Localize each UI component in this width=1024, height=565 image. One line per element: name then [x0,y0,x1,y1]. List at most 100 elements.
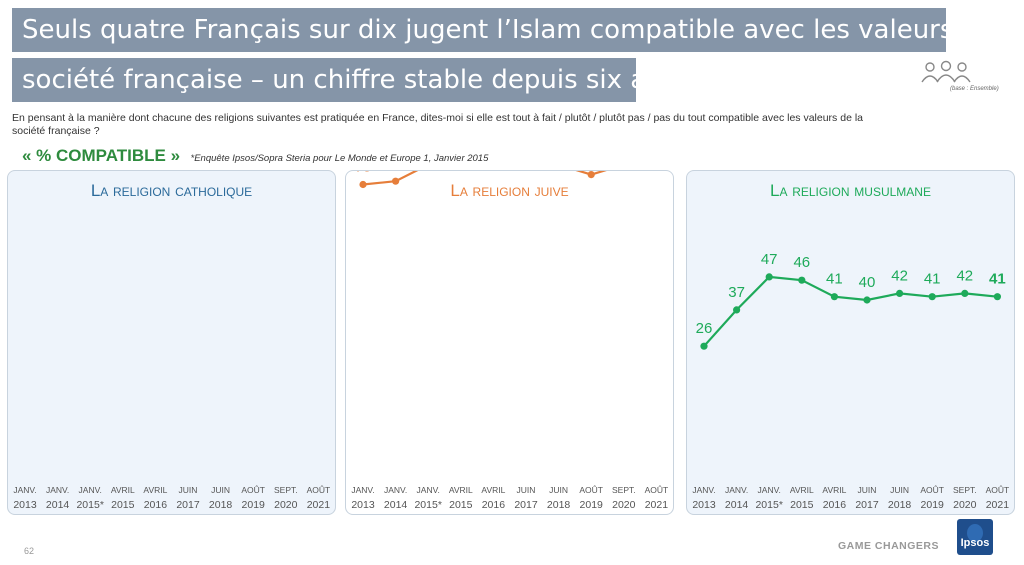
x-tick-month: AVRIL [143,485,167,495]
x-tick-month: AVRIL [822,485,846,495]
x-tick-year: 2014 [725,499,749,511]
people-group-icon [921,60,971,83]
x-tick-year: 2020 [953,499,977,511]
x-tick-year: 2015 [449,499,473,511]
source-note: *Enquête Ipsos/Sopra Steria pour Le Mond… [190,153,489,164]
x-tick-year: 2019 [921,499,945,511]
data-point [700,342,708,350]
x-tick-year: 2014 [46,499,70,511]
x-tick-year: 2021 [307,499,331,511]
x-tick-year: 2015 [790,499,814,511]
data-point [863,296,871,304]
data-point [392,177,400,185]
x-tick-month: JANV. [725,485,748,495]
data-label: 41 [989,271,1006,288]
data-label: 26 [696,320,713,337]
x-tick-month: AOÛT [241,485,265,495]
x-tick-month: AOÛT [920,485,944,495]
data-point [798,276,806,284]
data-label: 41 [826,271,843,288]
survey-question: En pensant à la manière dont chacune des… [12,112,863,137]
title-line-1: Seuls quatre Français sur dix jugent l’I… [12,8,1024,52]
x-tick-year: 2017 [176,499,200,511]
x-tick-year: 2018 [209,499,233,511]
page-number: 62 [24,546,35,556]
data-label: 75 [355,171,372,176]
x-tick-year: 2017 [514,499,538,511]
x-tick-year: 2016 [482,499,506,511]
x-tick-year: 2021 [986,499,1010,511]
x-tick-year: 2019 [580,499,604,511]
x-tick-year: 2017 [855,499,879,511]
x-tick-month: SEPT. [612,485,636,495]
x-tick-month: JANV. [692,485,715,495]
chart-muslim: 26 JANV. 2013 37 JANV. 2014 47 JANV. 2015* 46 AVRI… [692,251,1010,511]
x-tick-year: 2013 [351,499,375,511]
x-tick-month: SEPT. [274,485,298,495]
chart-jewish: 75JANV.201376JANV.201481JANV.2015*85AVRI… [351,171,669,511]
x-tick-month: JUIN [858,485,877,495]
data-label: 42 [891,267,908,284]
x-tick-year: 2020 [612,499,636,511]
chart-panel-muslim: La religion musulmane 26 JANV. 2013 37 JANV.… [686,170,1015,515]
tagline: GAME CHANGERS [838,540,940,552]
logo-text: Ipsos [961,537,990,549]
x-tick-month: JANV. [758,485,781,495]
x-tick-month: AVRIL [481,485,505,495]
chart-catholic: 89JANV.201391JANV.201493JANV.2015*94AVRI… [13,485,331,511]
x-tick-month: JUIN [890,485,909,495]
x-tick-year: 2015* [755,499,782,511]
chart-panel-jewish: La religion juive 75 JANV. 2013 76 JANV. 2014… [345,170,674,515]
compat-line: « % COMPATIBLE » *Enquête Ipsos/Sopra St… [22,146,488,166]
compat-label: « % COMPATIBLE » [22,146,181,165]
x-tick-year: 2018 [547,499,571,511]
x-tick-year: 2018 [888,499,912,511]
x-tick-year: 2015* [76,499,103,511]
x-tick-year: 2013 [692,499,716,511]
chart-title-jewish: La religion juive [450,181,569,200]
chart-panel-catholic: La religion catholique 89JANV.201391JANV… [7,170,336,515]
ipsos-logo: Ipsos [957,519,993,555]
data-point [733,306,741,314]
x-tick-year: 2014 [384,499,408,511]
data-point [359,180,367,189]
x-tick-year: 2016 [823,499,847,511]
x-tick-month: AVRIL [449,485,473,495]
data-point [830,293,838,301]
x-tick-year: 2020 [274,499,298,511]
series-line [362,171,607,186]
x-tick-month: JANV. [417,485,440,495]
data-point [993,293,1001,301]
x-tick-month: JUIN [179,485,198,495]
x-tick-month: JANV. [384,485,407,495]
data-label: 40 [859,274,876,291]
series-line [703,275,998,347]
x-tick-year: 2013 [13,499,37,511]
x-tick-month: AOÛT [986,485,1010,495]
data-label: 46 [793,254,810,271]
x-tick-month: AOÛT [645,485,669,495]
chart-title-muslim: La religion musulmane [770,181,931,200]
x-tick-month: JUIN [211,485,230,495]
x-tick-year: 2021 [645,499,669,511]
x-tick-month: AOÛT [579,485,603,495]
x-tick-month: JUIN [517,485,536,495]
x-tick-month: AVRIL [790,485,814,495]
title-line-2: société française – un chiffre stable de… [12,58,676,102]
data-label: 42 [956,267,973,284]
data-point [961,289,969,297]
x-tick-year: 2015* [414,499,441,511]
x-tick-month: JANV. [351,485,374,495]
data-point [587,171,595,179]
x-tick-month: JANV. [13,485,36,495]
x-tick-month: JANV. [46,485,69,495]
x-tick-month: AOÛT [307,485,331,495]
base-label: (base : Ensemble) [950,86,999,92]
x-tick-month: AVRIL [111,485,135,495]
x-tick-year: 2015 [111,499,135,511]
x-tick-month: JANV. [79,485,102,495]
data-label: 41 [924,271,941,288]
chart-title-catholic: La religion catholique [90,181,253,200]
data-point [765,273,773,281]
data-point [928,293,936,301]
